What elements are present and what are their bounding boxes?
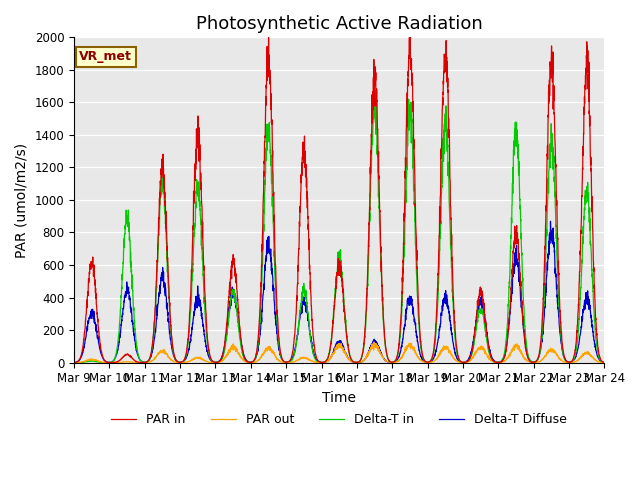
Delta-T Diffuse [600, 360, 608, 365]
PAR in [108, 360, 115, 365]
Delta-T Diffuse [131, 336, 138, 342]
Delta-T in [70, 360, 78, 365]
PAR out [163, 351, 170, 357]
Delta-T Diffuse [533, 358, 541, 363]
PAR out [600, 360, 608, 365]
Delta-T in [273, 324, 281, 330]
Line: PAR out: PAR out [74, 342, 604, 362]
Legend: PAR in, PAR out, Delta-T in, Delta-T Diffuse: PAR in, PAR out, Delta-T in, Delta-T Dif… [106, 408, 572, 431]
PAR in [265, 35, 273, 40]
Delta-T Diffuse [591, 338, 598, 344]
PAR in [70, 360, 78, 365]
Delta-T Diffuse [296, 312, 304, 317]
Delta-T in [131, 318, 138, 324]
Delta-T in [162, 228, 170, 234]
Delta-T in [590, 312, 598, 318]
Line: Delta-T Diffuse: Delta-T Diffuse [74, 221, 604, 362]
PAR in [600, 360, 608, 365]
PAR in [591, 282, 598, 288]
Y-axis label: PAR (umol/m2/s): PAR (umol/m2/s) [15, 143, 29, 258]
Line: Delta-T in: Delta-T in [74, 78, 604, 362]
Delta-T Diffuse [353, 360, 361, 365]
PAR out [274, 356, 282, 362]
PAR in [163, 211, 170, 217]
PAR out [70, 360, 78, 365]
Delta-T in [600, 360, 608, 365]
PAR in [131, 358, 138, 363]
PAR out [107, 360, 115, 365]
PAR out [131, 360, 138, 365]
PAR out [371, 339, 378, 345]
Delta-T Diffuse [547, 218, 554, 224]
PAR out [533, 360, 541, 365]
Text: VR_met: VR_met [79, 50, 132, 63]
Line: PAR in: PAR in [74, 37, 604, 362]
PAR out [591, 356, 598, 362]
PAR in [297, 189, 305, 195]
Title: Photosynthetic Active Radiation: Photosynthetic Active Radiation [196, 15, 483, 33]
PAR in [533, 357, 541, 363]
Delta-T Diffuse [273, 337, 281, 343]
Delta-T in [296, 302, 304, 308]
Delta-T in [533, 358, 541, 364]
Delta-T Diffuse [162, 293, 170, 299]
Delta-T Diffuse [70, 360, 78, 365]
X-axis label: Time: Time [322, 391, 356, 405]
PAR in [274, 317, 282, 323]
PAR out [297, 356, 305, 362]
Delta-T in [371, 75, 378, 81]
